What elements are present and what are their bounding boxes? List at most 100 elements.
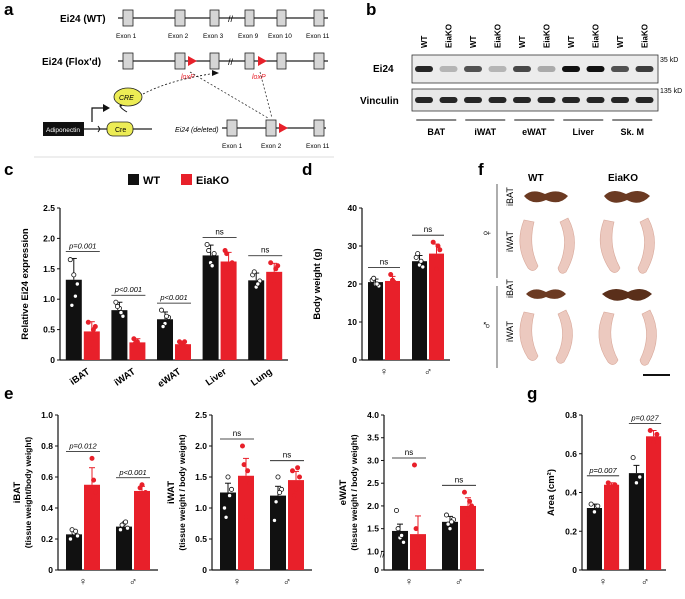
y-axis-label: eWAT [338, 479, 349, 505]
category-label: ♂ [641, 576, 649, 588]
photo-row-iwat: iWAT [505, 231, 515, 252]
y-tick-label: 2.0 [43, 233, 55, 243]
data-point [595, 503, 601, 509]
category-label: Lung [249, 366, 274, 388]
legend: WT EiaKO [128, 174, 229, 187]
bar [248, 280, 265, 360]
deleted-exon-label: Exon 2 [261, 143, 282, 150]
vinculin-band [586, 97, 605, 103]
data-point [69, 302, 75, 308]
y-tick-label: 3.5 [367, 433, 379, 443]
y-axis-label-2: (tissue weight / body weight) [177, 434, 187, 550]
chart-e-ewat: 0 1.0 1.5 2.0 2.5 3.0 3.5 4.0 // eWAT (tissue weig… [338, 410, 484, 588]
data-point [393, 507, 399, 513]
deleted-exon-box [313, 119, 325, 137]
y-tick-label: 0.8 [565, 410, 577, 420]
data-point [268, 260, 274, 266]
data-point [182, 339, 188, 345]
wt-exon-box [244, 9, 255, 27]
photo-row-ibat: iBAT [505, 187, 515, 206]
data-point [229, 486, 235, 492]
bar [134, 490, 150, 570]
y-tick-label: 0.2 [565, 526, 577, 536]
bar [604, 484, 620, 570]
wt-allele-label: Ei24 (WT) [60, 14, 106, 25]
significance-label: ns [405, 448, 413, 457]
y-tick-label: 1.0 [41, 410, 53, 420]
data-point [243, 514, 249, 520]
data-point [269, 272, 275, 278]
lane-label: EiaKO [494, 24, 503, 48]
data-point [85, 517, 91, 523]
data-point [588, 501, 594, 507]
panel-label-b: b [366, 0, 376, 19]
blot-bands [415, 66, 654, 103]
photo-col-ko: EiaKO [608, 173, 638, 184]
y-tick-label: 1.5 [195, 472, 207, 482]
data-point [114, 303, 120, 309]
significance-label: ns [424, 225, 432, 234]
data-point [417, 539, 423, 545]
iwat-tissue-image [519, 219, 539, 271]
gap-slash: // [228, 57, 234, 67]
vinculin-band [513, 97, 531, 103]
lane-labels: WT EiaKO WT EiaKO WT EiaKO WT EiaKO WT EiaKO [420, 24, 650, 48]
iwat-tissue-image [637, 217, 655, 274]
axis-break-icon: // [380, 550, 385, 559]
y-tick-label: 4.0 [367, 410, 379, 420]
tissue-label: iWAT [474, 127, 496, 137]
ei24-band [488, 66, 507, 72]
bar [288, 480, 304, 570]
bar [442, 521, 458, 570]
data-point [395, 526, 401, 532]
wt-exon-label: Exon 1 [116, 33, 137, 40]
data-point [204, 241, 210, 247]
wt-exon-label: Exon 10 [268, 33, 292, 40]
data-point [135, 494, 141, 500]
significance-label: p=0.027 [630, 414, 659, 423]
iwat-tissue-image [639, 309, 657, 366]
cre-action-dotted-arrow [142, 72, 216, 95]
blot-row-label: Vinculin [360, 96, 399, 107]
wt-exon-box [313, 9, 325, 27]
y-tick-label: 2.5 [367, 478, 379, 488]
flox-exon-box [276, 52, 287, 70]
y-tick-label: 0 [374, 565, 379, 575]
data-point [419, 544, 425, 550]
flox-exon-box [174, 52, 186, 70]
y-axis-label: iWAT [166, 481, 177, 504]
data-point [224, 251, 230, 257]
flox-exon-box [244, 52, 255, 70]
y-tick-label: 1.0 [43, 294, 55, 304]
vinculin-band [415, 97, 433, 103]
data-point [164, 313, 170, 319]
ei24-band [513, 66, 531, 72]
category-label: iBAT [68, 366, 92, 387]
blot-row-label: Ei24 [373, 64, 394, 75]
wt-exon-box [122, 9, 134, 27]
cre-arrow-icon [119, 105, 128, 113]
data-point [118, 310, 124, 316]
significance-label: ns [380, 258, 388, 267]
cre-gene-box [106, 121, 134, 137]
significance-label: ns [455, 475, 463, 484]
data-point [271, 517, 277, 523]
cre-protein-icon [113, 87, 143, 107]
data-point [271, 278, 277, 284]
data-point [251, 269, 257, 275]
bar [238, 475, 254, 570]
wt-exon-label: Exon 2 [168, 33, 189, 40]
y-tick-label: 1.5 [367, 524, 379, 534]
data-point [388, 271, 394, 277]
iwat-tissue-image [599, 219, 621, 273]
significance-label: p=0.001 [68, 241, 96, 250]
bar [66, 534, 82, 570]
data-point [113, 299, 119, 305]
bar [412, 261, 427, 360]
deleted-exon-label: Exon 11 [306, 143, 330, 150]
data-point [209, 263, 215, 269]
data-point [411, 462, 417, 468]
data-point [443, 512, 449, 518]
